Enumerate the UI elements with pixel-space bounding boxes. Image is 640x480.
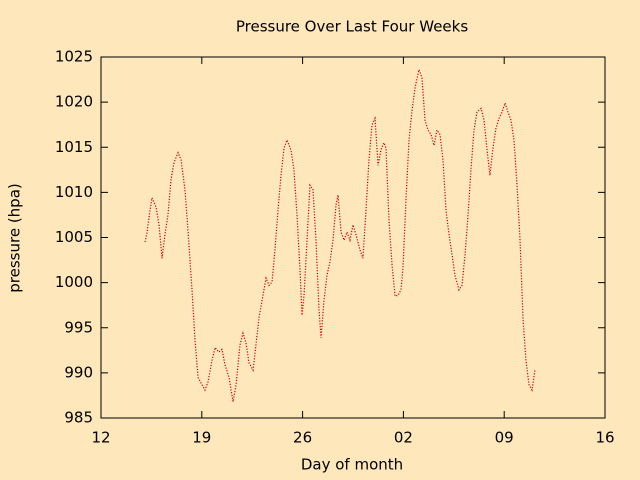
chart-title: Pressure Over Last Four Weeks (236, 18, 468, 36)
y-tick-label: 1015 (55, 138, 93, 156)
y-axis-label: pressure (hpa) (6, 183, 24, 292)
x-tick-label: 19 (192, 429, 211, 447)
y-tick-label: 1000 (55, 273, 93, 291)
y-tick-label: 1025 (55, 48, 93, 66)
y-tick-label: 1005 (55, 228, 93, 246)
x-tick-label: 12 (91, 429, 110, 447)
y-tick-label: 1020 (55, 93, 93, 111)
y-tick-label: 995 (64, 318, 93, 336)
x-tick-label: 02 (394, 429, 413, 447)
x-tick-label: 09 (495, 429, 514, 447)
pressure-line (144, 67, 536, 402)
x-tick-label: 26 (293, 429, 312, 447)
x-tick-label: 16 (595, 429, 614, 447)
y-tick-label: 1010 (55, 183, 93, 201)
x-axis-label: Day of month (301, 456, 403, 474)
y-tick-label: 990 (64, 363, 93, 381)
y-tick-label: 985 (64, 409, 93, 427)
